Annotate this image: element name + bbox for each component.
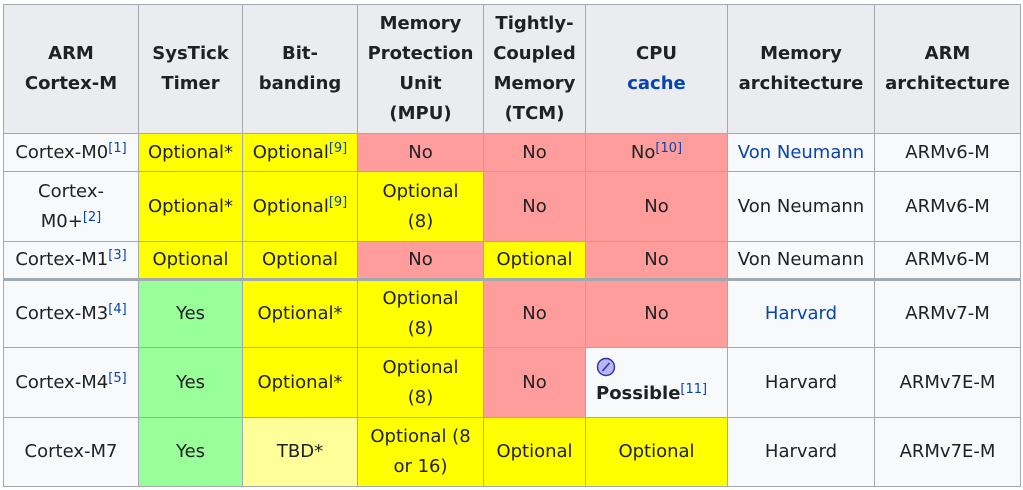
- header-systick-timer: SysTick Timer: [138, 4, 243, 134]
- table-row: Cortex-M0[1] Optional* Optional[9] No No…: [3, 133, 1021, 172]
- memory-architecture-cell: Harvard: [727, 417, 875, 487]
- cache-cell: Optional: [585, 417, 728, 487]
- reference-link[interactable]: [10]: [655, 140, 683, 156]
- header-bit-banding: Bit-banding: [242, 4, 358, 134]
- cache-cell: No: [585, 279, 728, 348]
- systick-cell: Optional*: [138, 133, 243, 172]
- comparison-table-wrapper: ARM Cortex-M SysTick Timer Bit-banding Mem…: [3, 4, 1021, 487]
- tcm-cell: Optional: [483, 241, 586, 281]
- mpu-cell: Optional (8): [357, 347, 484, 418]
- cache-cell: No: [585, 171, 728, 242]
- core-name-cell: Cortex-M3[4]: [3, 279, 139, 348]
- table-row: Cortex- M0+[2] Optional* Optional[9] Opti…: [3, 171, 1021, 242]
- reference-link[interactable]: [9]: [328, 140, 348, 156]
- bitband-cell: Optional[9]: [242, 171, 358, 242]
- arm-cortex-m-comparison-table: ARM Cortex-M SysTick Timer Bit-banding Mem…: [3, 4, 1021, 487]
- tcm-cell: No: [483, 171, 586, 242]
- bitband-cell: Optional*: [242, 279, 358, 348]
- mpu-cell: Optional (8 or 16): [357, 417, 484, 487]
- cache-cell: Possible[11]: [585, 347, 728, 418]
- reference-link[interactable]: [3]: [108, 248, 127, 263]
- memory-architecture-cell: Von Neumann: [727, 171, 875, 242]
- reference-link[interactable]: [2]: [82, 209, 102, 225]
- arm-architecture-cell: ARMv6-M: [874, 241, 1021, 281]
- memory-architecture-cell: Harvard: [727, 347, 875, 418]
- arm-architecture-cell: ARMv7E-M: [874, 347, 1021, 418]
- table-row: Cortex-M4[5] Yes Optional* Optional (8) N…: [3, 347, 1021, 418]
- header-tcm: Tightly- Coupled Memory (TCM): [483, 4, 586, 134]
- reference-link[interactable]: [9]: [328, 194, 348, 210]
- memory-architecture-cell: Von Neumann: [727, 133, 875, 172]
- core-name-cell: Cortex-M1[3]: [3, 241, 139, 281]
- mpu-cell: Optional (8): [357, 279, 484, 348]
- reference-link[interactable]: [4]: [108, 302, 127, 317]
- systick-cell: Optional*: [138, 171, 243, 242]
- mpu-cell: No: [357, 133, 484, 172]
- header-cpu-cache: CPU cache: [585, 4, 728, 134]
- pencil-circle-icon: [596, 357, 616, 376]
- harvard-link[interactable]: Harvard: [764, 303, 838, 324]
- arm-architecture-cell: ARMv6-M: [874, 171, 1021, 242]
- possible-label: Possible: [596, 382, 681, 404]
- cache-link[interactable]: cache: [627, 73, 686, 94]
- table-row: Cortex-M3[4] Yes Optional* Optional (8) N…: [3, 279, 1021, 348]
- table-row: Cortex-M7 Yes TBD* Optional (8 or 16) Opt…: [3, 417, 1021, 487]
- header-row: ARM Cortex-M SysTick Timer Bit-banding Mem…: [3, 4, 1021, 134]
- bitband-cell: TBD*: [242, 417, 358, 487]
- arm-architecture-cell: ARMv7E-M: [874, 417, 1021, 487]
- bitband-cell: Optional*: [242, 347, 358, 418]
- header-arm-cortex-m: ARM Cortex-M: [3, 4, 139, 134]
- von-neumann-link[interactable]: Von Neumann: [737, 141, 865, 163]
- mpu-cell: Optional (8): [357, 171, 484, 242]
- tcm-cell: No: [483, 133, 586, 172]
- header-mpu: Memory Protection Unit (MPU): [357, 4, 484, 134]
- arm-architecture-cell: ARMv6-M: [874, 133, 1021, 172]
- systick-cell: Yes: [138, 347, 243, 418]
- tcm-cell: Optional: [483, 417, 586, 487]
- header-arm-architecture: ARM architecture: [874, 4, 1021, 134]
- memory-architecture-cell: Harvard: [727, 279, 875, 348]
- bitband-cell: Optional: [242, 241, 358, 281]
- cache-cell: No[10]: [585, 133, 728, 172]
- mpu-cell: No: [357, 241, 484, 281]
- core-name-cell: Cortex-M4[5]: [3, 347, 139, 418]
- tcm-cell: No: [483, 279, 586, 348]
- header-memory-architecture: Memory architecture: [727, 4, 875, 134]
- systick-cell: Yes: [138, 279, 243, 348]
- core-name-cell: Cortex- M0+[2]: [3, 171, 139, 242]
- reference-link[interactable]: [11]: [680, 381, 708, 397]
- core-name-cell: Cortex-M7: [3, 417, 139, 487]
- cache-cell: No: [585, 241, 728, 281]
- bitband-cell: Optional[9]: [242, 133, 358, 172]
- core-name-cell: Cortex-M0[1]: [3, 133, 139, 172]
- arm-architecture-cell: ARMv7-M: [874, 279, 1021, 348]
- table-row: Cortex-M1[3] Optional Optional No Option…: [3, 241, 1021, 281]
- systick-cell: Yes: [138, 417, 243, 487]
- tcm-cell: No: [483, 347, 586, 418]
- memory-architecture-cell: Von Neumann: [727, 241, 875, 281]
- reference-link[interactable]: [5]: [108, 370, 127, 386]
- reference-link[interactable]: [1]: [108, 140, 127, 156]
- systick-cell: Optional: [138, 241, 243, 281]
